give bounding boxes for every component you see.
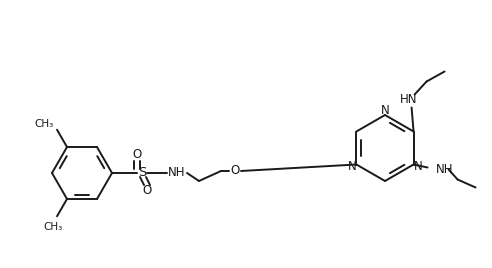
Text: N: N bbox=[348, 161, 357, 173]
Text: O: O bbox=[142, 184, 152, 198]
Text: NH: NH bbox=[435, 163, 453, 176]
Text: O: O bbox=[230, 165, 240, 177]
Text: O: O bbox=[132, 148, 142, 162]
Text: N: N bbox=[414, 161, 422, 173]
Text: CH₃: CH₃ bbox=[34, 119, 54, 129]
Text: S: S bbox=[138, 166, 146, 180]
Text: HN: HN bbox=[400, 93, 417, 106]
Text: NH: NH bbox=[168, 166, 186, 180]
Text: N: N bbox=[381, 103, 389, 117]
Text: CH₃: CH₃ bbox=[44, 222, 63, 232]
